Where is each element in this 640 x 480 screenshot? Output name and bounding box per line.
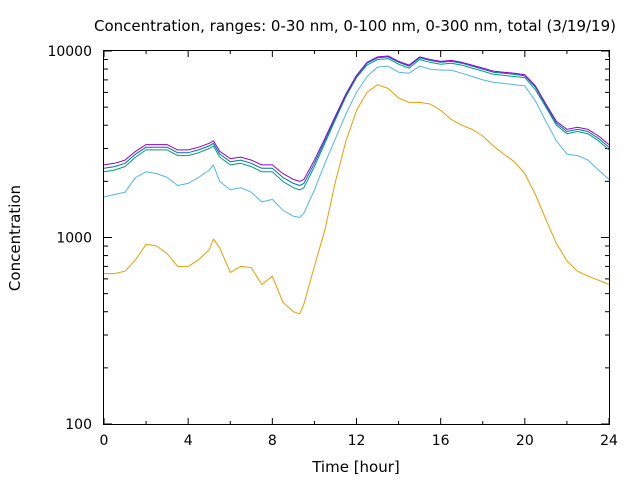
series-line-1 [103, 65, 610, 218]
x-tick-label: 16 [432, 433, 450, 449]
y-axis-label: Concentration [6, 185, 24, 291]
series-line-2 [103, 58, 610, 191]
plot-frame [103, 50, 610, 425]
x-tick-label: 12 [348, 433, 366, 449]
x-tick-label: 4 [184, 433, 193, 449]
series-line-4 [103, 55, 610, 182]
x-tick-label: 0 [100, 433, 109, 449]
chart-title: Concentration, ranges: 0-30 nm, 0-100 nm… [94, 17, 616, 35]
y-tick-label: 100 [65, 417, 92, 433]
x-tick-label: 8 [268, 433, 277, 449]
x-tick-group: 0 4 8 12 16 20 24 [100, 51, 618, 449]
series-line-0 [104, 84, 610, 315]
y-tick-label: 10000 [47, 44, 92, 60]
x-tick-label: 24 [600, 433, 618, 449]
x-tick-label: 20 [516, 433, 534, 449]
y-tick-label: 1000 [56, 231, 92, 247]
x-axis-label: Time [hour] [311, 458, 400, 476]
series-line-3 [103, 56, 610, 186]
y-tick-group: 100 1000 10000 [47, 44, 609, 433]
series-group [103, 55, 610, 315]
